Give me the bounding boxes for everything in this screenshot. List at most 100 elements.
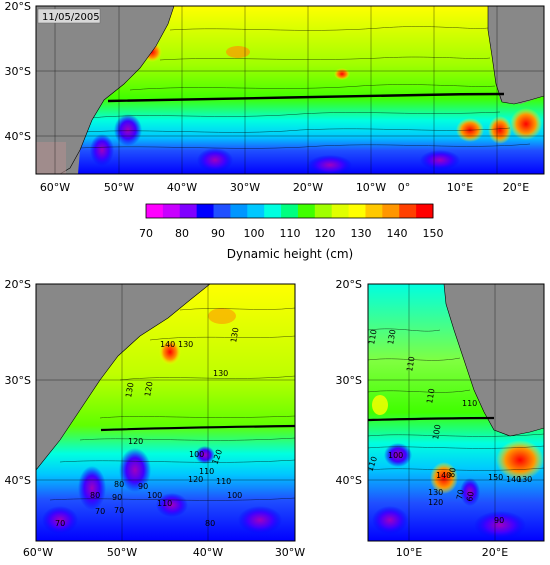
colorbar-swatch [179,204,198,218]
colorbar-swatch [314,204,333,218]
contour-label: 70 [95,507,105,516]
left-lat-tick: 40°S [5,474,31,487]
contour-label: 110 [157,499,172,508]
date-label-box [37,8,101,24]
top-lon-tick: 10°W [356,181,386,194]
left-cold-eddy-4 [195,446,215,464]
colorbar-tick-label: 130 [351,227,372,240]
right-lat-tick: 30°S [336,374,362,387]
colorbar-swatch [297,204,316,218]
contour-label: 130 [386,329,398,346]
colorbar-swatch [365,204,383,218]
top-lat-tick: 30°S [5,65,31,78]
right-cold-eddy-3 [474,511,526,539]
contour-label: 110 [462,399,477,408]
contour-label: 80 [90,491,100,500]
contour-label: 100 [431,424,443,441]
top-cold-eddy-4 [308,155,352,174]
left-lon-ticks: 60°W 50°W 40°W 30°W [23,546,305,559]
right-cold-eddy-4 [372,506,408,534]
top-lon-tick: 20°W [293,181,323,194]
top-lon-tick: 30°W [230,181,260,194]
left-lon-tick: 40°W [193,546,223,559]
colorbar [146,204,434,218]
colorbar-swatch [146,204,164,218]
left-lat-ticks: 20°S 30°S 40°S [5,278,31,487]
top-lat-tick: 40°S [5,130,31,143]
right-warm-eddy-1 [372,395,388,415]
colorbar-swatch [399,204,417,218]
top-warm-eddy-3 [226,46,250,58]
contour-label: 110 [199,467,214,476]
colorbar-tick-label: 140 [387,227,408,240]
top-lon-tick: 0° [398,181,411,194]
left-cold-eddy-3 [42,506,78,534]
left-warm-eddy-1 [159,339,181,365]
left-lat-tick: 30°S [5,374,31,387]
colorbar-swatch [281,204,299,218]
right-lat-tick: 20°S [336,278,362,291]
contour-label: 120 [428,498,443,507]
contour-label: 120 [128,437,143,446]
colorbar-swatch [264,204,282,218]
contour-label: 130 [229,327,241,344]
right-lon-tick: 20°E [482,546,508,559]
contour-label: 120 [143,381,155,398]
contour-label: 110 [425,388,437,405]
top-cold-eddy-5 [420,150,460,170]
right-lat-tick: 40°S [336,474,362,487]
colorbar-swatch [247,204,265,218]
contour-label: 110 [365,455,379,472]
left-lon-tick: 30°W [275,546,305,559]
right-graticule [368,284,544,541]
contour-label: 130 [213,369,228,378]
contour-label: 130 [178,340,193,349]
contour-label: 80 [205,519,215,528]
colorbar-tick-label: 110 [280,227,301,240]
colorbar-tick-label: 100 [244,227,265,240]
contour-label: 80 [114,480,124,489]
date-label: 11/05/2005 [42,12,100,23]
left-contour-labels: 140 130 130 130 130 120 120 100 110 120 … [55,327,242,528]
right-transect-line [368,416,495,422]
right-lon-ticks: 10°E 20°E [396,546,508,559]
right-lon-tick: 10°E [396,546,422,559]
left-graticule [36,284,295,541]
contour-label: 80 [447,467,458,479]
contour-label: 70 [114,506,124,515]
top-map [36,6,544,174]
colorbar-frame [145,203,434,219]
top-lon-tick: 50°W [104,181,134,194]
contour-label: 70 [455,489,466,501]
colorbar-swatch [331,204,350,218]
top-cold-eddy-2 [90,134,114,166]
right-africa-landmass [443,284,544,437]
left-lon-tick: 60°W [23,546,53,559]
top-contours [79,26,531,149]
right-cold-eddy-2 [460,478,480,506]
top-warm-eddy-6 [510,108,542,140]
contour-label: 90 [494,516,504,525]
colorbar-swatch [382,204,400,218]
colorbar-tick-label: 80 [175,227,189,240]
contour-label: 60 [465,491,476,503]
top-lon-ticks: 60°W 50°W 40°W 30°W 20°W 10°W 0° 10°E 20… [40,181,529,194]
contour-label: 110 [405,356,417,373]
contour-label: 140 [436,471,451,480]
left-lon-tick: 50°W [107,546,137,559]
colorbar-swatch [230,204,248,218]
bottom-right-map: 110 130 110 110 110 100 100 110 140 130 … [365,284,544,541]
top-lon-tick: 40°W [167,181,197,194]
top-lat-tick: 20°S [5,0,31,13]
left-contours [49,307,295,501]
colorbar-tick-label: 150 [423,227,444,240]
top-cold-eddy-3 [197,148,233,172]
right-lat-ticks: 20°S 30°S 40°S [336,278,362,487]
contour-label: 120 [188,475,203,484]
left-map-frame [35,283,296,542]
left-cold-eddy-1 [78,466,106,510]
contour-label: 110 [216,477,231,486]
top-lon-tick: 60°W [40,181,70,194]
top-africa-landmass [487,6,544,105]
